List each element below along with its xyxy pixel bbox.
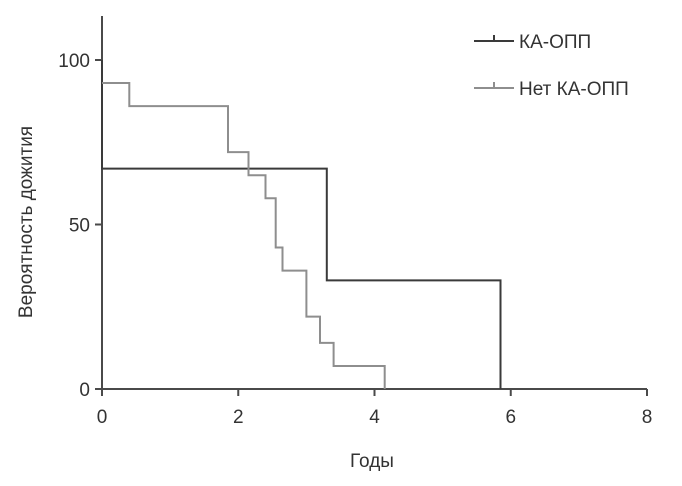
series-line-2 [102,82,386,389]
x-tick-label: 0 [97,407,108,428]
x-tick-label: 4 [369,407,380,428]
y-tick-label: 100 [58,51,90,72]
series-layer [101,60,502,389]
legend-label-1: КА-ОПП [519,32,591,53]
x-tick-label: 2 [233,407,244,428]
x-tick-label: 8 [642,407,653,428]
y-tick-label: 0 [79,380,90,401]
x-tick-label: 6 [505,407,516,428]
y-tick-label: 50 [69,216,90,237]
axes: 0 2 4 6 8 0 50 100 [58,16,652,428]
legend: КА-ОПП Нет КА-ОПП [474,32,629,100]
y-axis-label: Вероятность дожития [16,126,37,318]
series-line-1 [101,60,502,389]
legend-label-2: Нет КА-ОПП [519,79,629,100]
x-axis-label: Годы [350,451,394,472]
